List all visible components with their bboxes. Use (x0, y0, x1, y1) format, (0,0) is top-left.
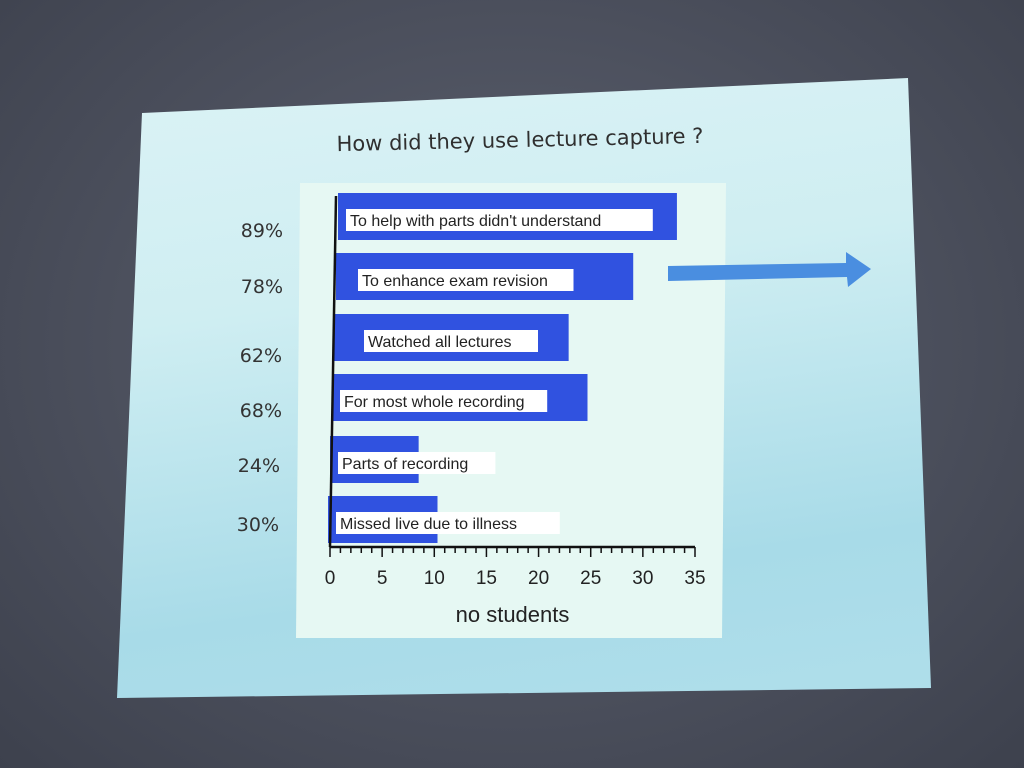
x-tick-label: 35 (684, 568, 705, 589)
bar-label-box (346, 209, 653, 231)
bar-label-box (336, 512, 560, 534)
bar-label-box (340, 390, 548, 412)
x-tick-label: 30 (632, 568, 653, 589)
bar-label-box (358, 269, 574, 291)
percent-label: 24% (237, 455, 280, 477)
x-tick-label: 15 (476, 568, 497, 589)
x-tick-label: 10 (424, 568, 445, 589)
percent-label: 78% (240, 276, 283, 298)
x-tick-label: 5 (377, 568, 388, 589)
percent-label: 30% (236, 514, 279, 536)
x-tick-label: 0 (325, 568, 336, 589)
bar-label: For most whole recording (344, 394, 525, 411)
bar-label-box (338, 452, 496, 474)
percent-label: 62% (239, 345, 282, 367)
bar-label: Parts of recording (342, 456, 468, 473)
bar-label: To enhance exam revision (362, 273, 548, 290)
bar-label: To help with parts didn't understand (350, 213, 601, 230)
bar-label: Missed live due to illness (340, 516, 517, 533)
x-axis-label: no students (456, 602, 570, 627)
x-tick-label: 25 (580, 568, 601, 589)
percent-label: 89% (240, 220, 283, 242)
bar-label-box (364, 330, 538, 352)
percent-label: 68% (239, 400, 282, 422)
x-tick-label: 20 (528, 568, 549, 589)
bar-label: Watched all lectures (368, 334, 511, 351)
y-axis-line (328, 195, 338, 548)
right-arrow-icon (668, 252, 871, 287)
